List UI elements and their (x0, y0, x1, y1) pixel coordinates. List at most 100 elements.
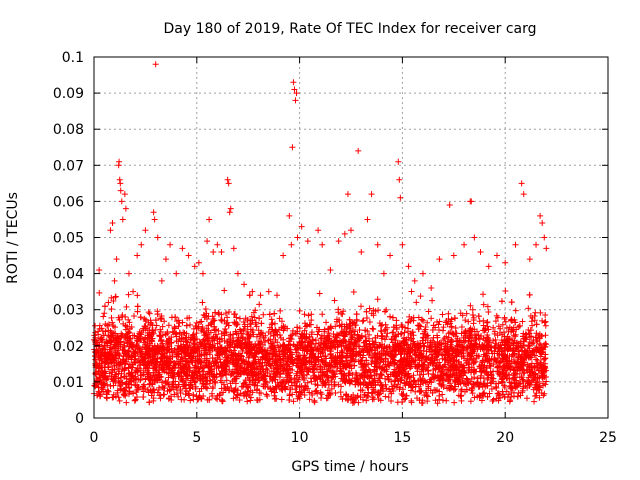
data-point (164, 388, 171, 395)
data-point (477, 374, 484, 381)
data-point (110, 298, 117, 305)
data-point (506, 335, 513, 342)
data-point (383, 350, 390, 357)
data-point (382, 375, 389, 382)
data-point (424, 332, 431, 339)
data-point (401, 372, 408, 379)
data-point (181, 396, 188, 403)
data-point (502, 288, 509, 295)
data-point (277, 334, 284, 341)
data-point (209, 335, 216, 342)
data-point (224, 319, 231, 326)
data-point (187, 356, 194, 363)
data-point (526, 345, 533, 352)
data-point (181, 365, 188, 372)
data-point (421, 343, 428, 350)
data-point (382, 393, 389, 400)
data-point (280, 376, 287, 383)
data-point (206, 396, 213, 403)
data-point (498, 298, 505, 305)
data-point (430, 375, 437, 382)
data-point (491, 328, 498, 335)
data-point (458, 344, 465, 351)
data-point (179, 319, 186, 326)
data-point (158, 379, 165, 386)
data-point (520, 359, 527, 366)
data-point (429, 297, 436, 304)
data-point (425, 308, 432, 315)
data-point (123, 399, 130, 406)
data-point (283, 378, 290, 385)
data-point (528, 363, 535, 370)
data-point (166, 353, 173, 360)
data-point (503, 324, 510, 331)
data-point (519, 318, 526, 325)
data-point (390, 343, 397, 350)
data-point (295, 393, 302, 400)
data-point (221, 329, 228, 336)
data-point (117, 386, 124, 393)
data-point (154, 311, 161, 318)
data-point (110, 323, 117, 330)
data-point (92, 329, 99, 336)
data-point (248, 394, 255, 401)
data-point (123, 303, 130, 310)
data-point (480, 317, 487, 324)
data-point (168, 339, 175, 346)
data-point (96, 322, 103, 329)
data-point (378, 382, 385, 389)
data-point (303, 364, 310, 371)
data-point (244, 398, 251, 405)
data-point (224, 383, 231, 390)
data-point (521, 342, 528, 349)
data-point (507, 397, 514, 404)
data-point (531, 352, 538, 359)
data-point (132, 353, 139, 360)
data-point (398, 330, 405, 337)
data-point (331, 297, 338, 304)
data-point (429, 327, 436, 334)
data-point (542, 311, 549, 318)
data-point (178, 354, 185, 361)
data-point (134, 384, 141, 391)
data-point (327, 351, 334, 358)
data-point (499, 339, 506, 346)
data-point (246, 353, 253, 360)
data-point (397, 364, 404, 371)
data-point (282, 383, 289, 390)
data-point (102, 349, 109, 356)
data-point (253, 333, 260, 340)
data-point (187, 321, 194, 328)
data-point (108, 329, 115, 336)
data-point (134, 292, 141, 299)
data-point (489, 350, 496, 357)
data-point (365, 384, 372, 391)
data-point (527, 312, 534, 319)
data-point (362, 346, 369, 353)
data-point (185, 363, 192, 370)
data-point (485, 308, 492, 315)
data-point (134, 308, 141, 315)
data-point (372, 354, 379, 361)
data-point (178, 334, 185, 341)
data-point (458, 386, 465, 393)
data-point (183, 358, 190, 365)
data-point (306, 321, 313, 328)
data-point (96, 289, 103, 296)
data-point (330, 339, 337, 346)
data-point (512, 383, 519, 390)
data-point (268, 316, 275, 323)
data-point (159, 340, 166, 347)
data-point (422, 326, 429, 333)
data-point (145, 319, 152, 326)
data-point (301, 311, 308, 318)
data-point (135, 376, 142, 383)
data-point (97, 391, 104, 398)
data-point (232, 366, 239, 373)
data-point (274, 365, 281, 372)
data-point (440, 324, 447, 331)
data-point (125, 347, 132, 354)
data-point (502, 318, 509, 325)
data-point (258, 363, 265, 370)
data-point (231, 319, 238, 326)
